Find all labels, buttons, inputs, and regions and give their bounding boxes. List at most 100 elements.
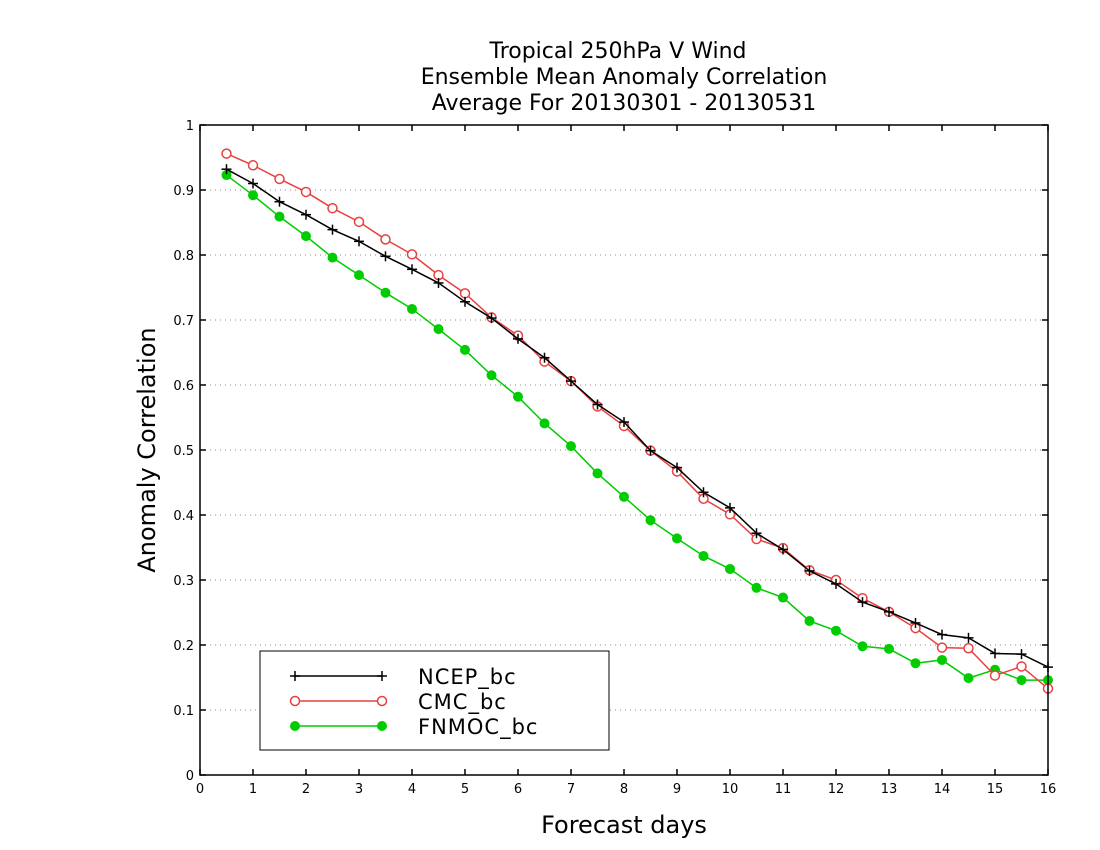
y-tick-label: 0 (186, 769, 194, 784)
series-line (226, 168, 1049, 668)
data-point (539, 418, 550, 429)
data-point (327, 224, 338, 235)
data-point (380, 234, 391, 245)
x-tick-label: 15 (987, 782, 1004, 797)
data-point (460, 296, 470, 307)
data-point (486, 370, 497, 381)
legend-marker (376, 695, 388, 707)
data-point (300, 186, 312, 198)
data-point (486, 313, 497, 324)
series-line (226, 152, 1049, 690)
series-line (226, 174, 1048, 681)
data-point (937, 629, 947, 640)
data-point (751, 528, 762, 539)
x-tick-label: 0 (196, 782, 204, 797)
data-point (778, 544, 788, 555)
data-point (433, 324, 444, 335)
data-point (857, 597, 868, 608)
data-point (725, 502, 735, 513)
y-tick-label: 0.2 (173, 639, 194, 654)
data-point (937, 654, 947, 665)
data-point (936, 642, 948, 653)
x-axis-label: Forecast days (541, 811, 707, 839)
data-point (566, 441, 576, 452)
data-point (407, 303, 417, 314)
data-point (645, 445, 656, 456)
y-tick-label: 0.1 (173, 704, 194, 719)
series-layer (221, 148, 1054, 694)
x-tick-label: 6 (514, 782, 522, 797)
x-tick-label: 2 (302, 782, 310, 797)
data-point (645, 515, 656, 526)
data-point (857, 641, 868, 652)
legend-marker (289, 695, 301, 707)
legend-item: FNMOC_bc (290, 715, 538, 740)
data-point (989, 670, 1001, 681)
data-point (247, 160, 259, 171)
data-point (1016, 649, 1027, 660)
x-tick-label: 12 (828, 782, 845, 797)
data-point (698, 487, 709, 498)
data-point (990, 648, 1000, 659)
x-tick-label: 7 (567, 782, 575, 797)
legend-marker (290, 721, 300, 731)
data-point (751, 582, 762, 593)
series-FNMOC_bc (221, 170, 1053, 686)
data-point (910, 658, 921, 669)
series-CMC_bc (221, 148, 1054, 694)
series-NCEP_bc (221, 164, 1053, 673)
legend-label: NCEP_bc (418, 665, 517, 690)
x-tick-label: 10 (722, 782, 739, 797)
data-point (831, 578, 841, 589)
data-point (354, 270, 364, 281)
legend-label: FNMOC_bc (418, 715, 538, 740)
data-point (380, 251, 391, 262)
data-point (406, 249, 418, 260)
legend-label: CMC_bc (418, 690, 507, 715)
data-point (301, 209, 311, 220)
x-tick-label: 9 (673, 782, 681, 797)
data-point (221, 164, 232, 175)
data-point (248, 178, 258, 189)
data-point (1016, 675, 1027, 686)
data-point (407, 264, 417, 275)
y-tick-label: 0.3 (173, 574, 194, 589)
legend-marker (377, 721, 387, 731)
data-point (592, 399, 603, 410)
x-tick-label: 3 (355, 782, 363, 797)
axis-ticks: 00.10.20.30.40.50.60.70.80.910 1 2 3 4 5 6 7 8 9 1… (173, 119, 1056, 797)
x-tick-label: 1 (249, 782, 257, 797)
legend-item: NCEP_bc (290, 665, 517, 690)
chart-subtitle: Ensemble Mean Anomaly Correlation (421, 65, 828, 90)
y-tick-label: 0.9 (173, 184, 194, 199)
legend-marker (290, 671, 300, 681)
data-point (963, 632, 974, 643)
data-point (672, 533, 682, 544)
data-point (592, 468, 603, 479)
data-point (963, 643, 974, 654)
data-point (301, 231, 311, 242)
data-point (1016, 661, 1027, 672)
data-point (327, 202, 338, 214)
x-tick-label: 5 (461, 782, 469, 797)
data-point (804, 565, 815, 576)
data-point (884, 643, 894, 654)
x-tick-label: 4 (408, 782, 416, 797)
data-point (459, 288, 471, 299)
data-point (778, 592, 788, 603)
y-axis-label: Anomaly Correlation (133, 327, 161, 572)
chart-title: Tropical 250hPa V Wind (488, 39, 746, 64)
legend-marker (377, 671, 387, 681)
x-tick-label: 13 (881, 782, 898, 797)
chart-subtitle-2: Average For 20130301 - 20130531 (432, 91, 817, 116)
data-point (539, 352, 550, 363)
data-point (619, 417, 629, 428)
data-point (460, 344, 470, 355)
data-point (698, 550, 709, 561)
data-point (274, 196, 285, 207)
y-tick-label: 1 (186, 119, 194, 134)
y-tick-label: 0.5 (173, 444, 194, 459)
data-point (513, 333, 523, 344)
